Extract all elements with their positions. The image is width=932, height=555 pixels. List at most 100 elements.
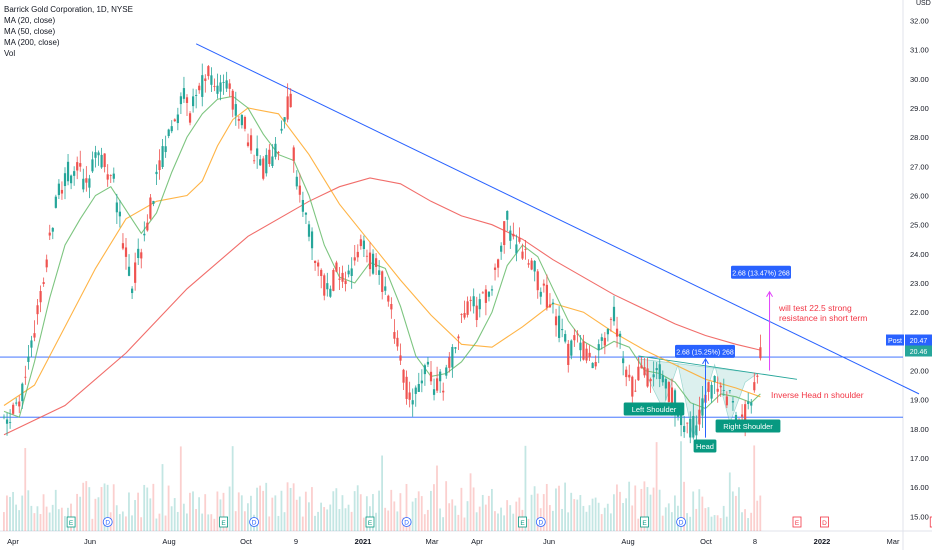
volume-bar — [140, 517, 143, 531]
candle-body — [39, 291, 42, 303]
volume-bar — [15, 504, 17, 531]
candle-body — [631, 376, 634, 397]
candle-body — [54, 196, 57, 208]
x-tick-label: 2022 — [814, 537, 831, 546]
volume-bar — [710, 516, 713, 531]
volume-bar — [457, 514, 460, 531]
downtrend-line — [195, 43, 920, 395]
candle-body — [558, 315, 561, 338]
candle-body — [573, 335, 576, 341]
volume-bar — [579, 495, 582, 531]
candle-body — [487, 291, 491, 297]
volume-bar — [658, 489, 661, 531]
dividend-marker — [676, 517, 686, 527]
price-tag-box — [905, 334, 932, 346]
chart-annotation: will test 22.5 strong — [778, 303, 852, 313]
y-tick-label: 28.00 — [910, 133, 929, 142]
candle-body — [164, 146, 167, 153]
candle-body — [253, 160, 256, 162]
measure-label: 2.68 (15.25%) 268 — [676, 349, 734, 356]
candle-body — [48, 232, 51, 236]
candle-body — [716, 388, 719, 392]
candle-body — [609, 318, 613, 320]
candle-body — [2, 416, 6, 418]
candle-body — [454, 347, 457, 349]
measure-arrow — [766, 290, 773, 298]
volume-bar — [173, 498, 176, 531]
candle-body — [127, 266, 131, 276]
candle-body — [378, 270, 381, 275]
volume-bar — [167, 485, 170, 531]
candle-body — [365, 255, 369, 257]
indicator-ma50[interactable]: MA (50, close) — [4, 27, 56, 36]
candle-body — [680, 413, 683, 426]
candle-body — [628, 374, 631, 378]
candle-body — [612, 306, 616, 322]
volume-bar — [722, 505, 725, 531]
indicator-volume[interactable]: Vol — [4, 49, 16, 58]
indicator-ma200[interactable]: MA (200, close) — [4, 38, 60, 47]
volume-bar — [744, 509, 746, 531]
candle-body — [73, 171, 76, 176]
candle-body — [490, 289, 494, 291]
candle-body — [460, 314, 463, 315]
volume-bar — [231, 446, 234, 531]
candle-body — [594, 361, 597, 367]
candle-body — [750, 402, 753, 406]
ma50-line — [3, 107, 761, 406]
volume-bar — [756, 500, 759, 531]
volume-bar — [500, 507, 502, 531]
volume-bar — [195, 508, 197, 531]
volume-bar — [18, 510, 21, 531]
indicator-ma20[interactable]: MA (20, close) — [4, 16, 56, 25]
volume-bar — [497, 513, 499, 531]
volume-bar — [481, 494, 484, 531]
dividend-marker-label: D — [404, 520, 409, 527]
volume-bar — [146, 487, 149, 531]
candle-body — [570, 340, 573, 356]
candle-body — [390, 303, 393, 310]
candle-body — [515, 244, 518, 254]
x-tick-label: Aug — [162, 537, 175, 546]
volume-bar — [591, 498, 594, 531]
volume-bar — [243, 511, 246, 531]
candle-body — [66, 161, 70, 182]
candle-body — [124, 247, 128, 257]
volume-bar — [439, 508, 441, 531]
volume-bar — [646, 487, 649, 531]
candle-body — [219, 82, 222, 92]
candle-body — [493, 267, 497, 270]
candle-body — [551, 302, 555, 305]
y-tick-label: 22.00 — [910, 308, 929, 317]
candle-body — [265, 154, 268, 174]
candle-body — [625, 369, 628, 378]
volume-bar — [161, 464, 164, 531]
candle-body — [527, 263, 530, 265]
volume-bar — [426, 509, 429, 531]
candle-body — [204, 78, 207, 81]
candle-body — [30, 340, 33, 348]
candle-body — [591, 362, 594, 369]
candle-body — [231, 90, 234, 110]
volume-bar — [356, 485, 359, 531]
x-tick-label: Jun — [84, 537, 96, 546]
candle-body — [12, 404, 15, 414]
volume-bar — [396, 511, 399, 531]
volume-bar — [219, 499, 222, 531]
candle-body — [21, 383, 24, 402]
earnings-marker — [518, 516, 527, 528]
candle-body — [234, 104, 237, 116]
candle-body — [314, 260, 317, 263]
symbol-title[interactable]: Barrick Gold Corporation, 1D, NYSE — [4, 5, 133, 14]
candle-body — [448, 357, 451, 368]
volume-bar — [88, 487, 91, 531]
volume-bar — [606, 503, 609, 531]
volume-bar — [256, 487, 258, 531]
volume-bar — [512, 513, 515, 531]
volume-bar — [643, 481, 646, 531]
candle-body — [539, 291, 542, 297]
volume-bar — [265, 482, 268, 531]
x-tick-label: Oct — [700, 537, 713, 546]
